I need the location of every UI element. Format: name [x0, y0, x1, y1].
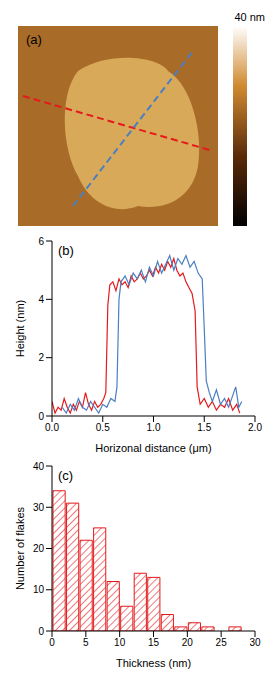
svg-text:15: 15 — [148, 637, 160, 648]
svg-text:25: 25 — [216, 637, 228, 648]
svg-text:10: 10 — [33, 584, 45, 595]
svg-text:2.0: 2.0 — [248, 422, 262, 433]
svg-text:30: 30 — [249, 637, 261, 648]
html-text:(c): (c) — [58, 468, 74, 483]
svg-text:30: 30 — [33, 502, 45, 513]
svg-text:1.0: 1.0 — [147, 422, 161, 433]
svg-text:10: 10 — [114, 637, 126, 648]
svg-text:Horizonal distance (μm): Horizonal distance (μm) — [95, 442, 211, 454]
svg-text:20: 20 — [182, 637, 194, 648]
html-text:(b): (b) — [58, 243, 74, 258]
svg-text:1.5: 1.5 — [197, 422, 211, 433]
svg-text:Number of flakes: Number of flakes — [14, 506, 26, 590]
svg-text:40 nm: 40 nm — [234, 11, 265, 23]
svg-text:(a): (a) — [26, 32, 42, 47]
svg-text:0: 0 — [38, 411, 44, 422]
svg-text:0.0: 0.0 — [45, 422, 59, 433]
svg-text:20: 20 — [33, 543, 45, 554]
svg-text:Thickness (nm): Thickness (nm) — [116, 657, 191, 669]
svg-text:4: 4 — [38, 294, 44, 305]
svg-text:0: 0 — [49, 637, 55, 648]
svg-text:6: 6 — [38, 236, 44, 247]
svg-text:Height (nm): Height (nm) — [14, 300, 26, 357]
svg-text:0: 0 — [38, 626, 44, 637]
svg-text:40: 40 — [33, 461, 45, 472]
svg-text:2: 2 — [38, 352, 44, 363]
svg-text:0.5: 0.5 — [96, 422, 110, 433]
svg-text:5: 5 — [83, 637, 89, 648]
